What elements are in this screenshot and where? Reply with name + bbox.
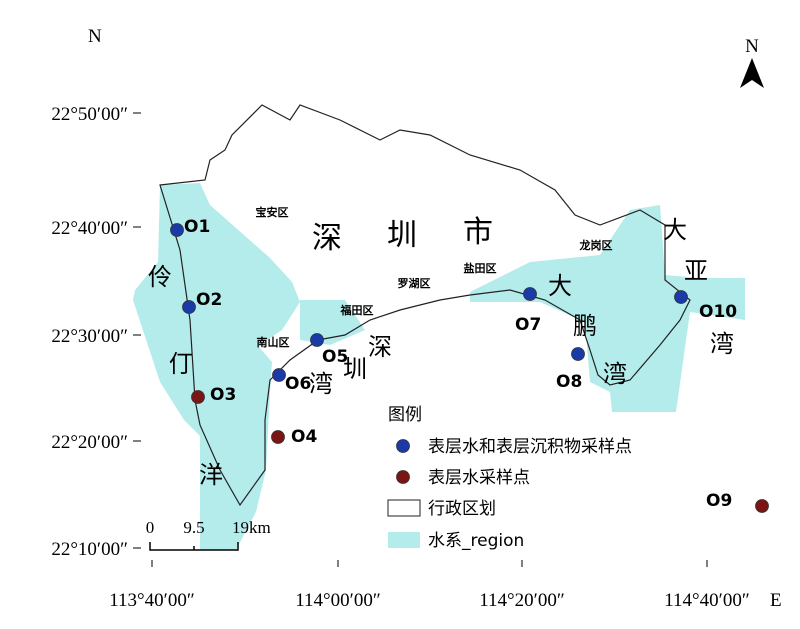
water-label: 仃	[169, 350, 193, 378]
water-label: 湾	[710, 330, 734, 358]
sample-label: O1	[184, 217, 210, 237]
lat-label: 22°40′00″	[51, 218, 128, 239]
legend-label: 表层水和表层沉积物采样点	[428, 437, 632, 457]
sample-point	[523, 287, 537, 301]
scale-label: 9.5	[183, 518, 204, 537]
sample-label: O7	[515, 315, 541, 335]
east-label: E	[770, 590, 782, 611]
water-label: 鹏	[573, 312, 597, 340]
water-label: 大	[548, 272, 572, 300]
district-label: 盐田区	[464, 261, 497, 275]
sample-point	[755, 499, 769, 513]
legend-label: 水系_region	[428, 531, 524, 551]
district-label: 罗湖区	[398, 276, 431, 290]
city-label: 市	[463, 215, 493, 250]
legend-label: 行政区划	[428, 499, 496, 519]
sample-label: O3	[210, 385, 236, 405]
legend-title: 图例	[388, 405, 422, 425]
water-label: 亚	[684, 257, 708, 285]
lon-label: 114°40′00″	[664, 590, 749, 611]
sample-label: O2	[196, 290, 222, 310]
sample-label: O4	[291, 427, 317, 447]
scale-bar	[149, 542, 239, 551]
sample-point	[191, 390, 205, 404]
sample-point	[571, 347, 585, 361]
compass-label: N	[745, 36, 759, 57]
compass-arrow	[740, 58, 764, 88]
legend-symbol	[387, 499, 421, 517]
north-label: N	[88, 26, 102, 47]
sample-label: O6	[285, 374, 311, 394]
legend-symbol	[388, 532, 420, 548]
sample-point	[182, 300, 196, 314]
sample-point	[674, 290, 688, 304]
lat-label: 22°20′00″	[51, 432, 128, 453]
water-label: 湾	[603, 360, 627, 388]
sample-label: O5	[322, 347, 348, 367]
water-label: 洋	[199, 461, 223, 489]
sample-point	[310, 333, 324, 347]
city-label: 圳	[387, 218, 417, 253]
scale-label: 19km	[232, 518, 271, 537]
legend-symbol	[396, 439, 410, 453]
lat-label: 22°30′00″	[51, 326, 128, 347]
sample-label: O10	[699, 302, 737, 322]
water-label: 大	[663, 216, 687, 244]
sample-point	[170, 223, 184, 237]
district-label: 福田区	[340, 303, 374, 317]
city-label: 深	[312, 221, 342, 256]
scale-label: 0	[146, 518, 155, 537]
sample-label: O8	[556, 372, 582, 392]
legend-label: 表层水采样点	[428, 468, 530, 488]
lon-label: 114°20′00″	[479, 590, 564, 611]
sample-point	[271, 430, 285, 444]
water-label: 伶	[148, 263, 172, 291]
water-label: 圳	[343, 355, 367, 383]
district-label: 龙岗区	[579, 238, 613, 252]
lon-label: 114°00′00″	[295, 590, 380, 611]
legend-symbol	[396, 470, 410, 484]
sample-label: O9	[706, 491, 732, 511]
district-label: 宝安区	[256, 205, 289, 219]
water-label: 湾	[309, 370, 333, 398]
lon-label: 113°40′00″	[109, 590, 194, 611]
sample-point	[272, 368, 286, 382]
water-region	[133, 183, 745, 550]
admin-boundary	[159, 104, 691, 507]
district-label: 南山区	[257, 335, 290, 349]
lat-label: 22°10′00″	[51, 539, 128, 560]
water-label: 深	[368, 333, 392, 361]
district-boundaries	[299, 229, 541, 311]
lat-label: 22°50′00″	[51, 104, 128, 125]
